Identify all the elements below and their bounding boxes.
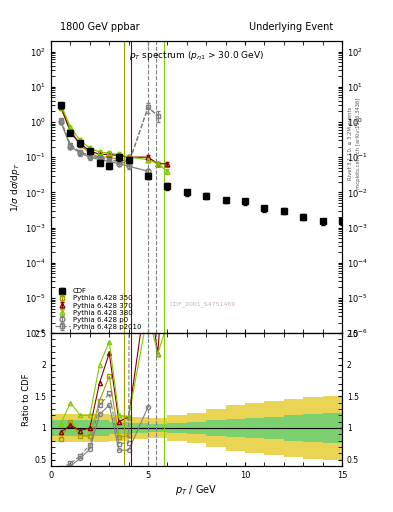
Text: Rivet 3.1.10, ≥ 3.2M events: Rivet 3.1.10, ≥ 3.2M events	[348, 106, 353, 180]
Text: Underlying Event: Underlying Event	[249, 22, 333, 32]
X-axis label: $p_T$ / GeV: $p_T$ / GeV	[175, 482, 218, 497]
Text: CDF_2001_S4751469: CDF_2001_S4751469	[169, 301, 235, 307]
Y-axis label: 1/$\sigma$ d$\sigma$/d$p_T$: 1/$\sigma$ d$\sigma$/d$p_T$	[9, 162, 22, 212]
Text: 1800 GeV ppbar: 1800 GeV ppbar	[60, 22, 140, 32]
Text: mcplots.cern.ch [arXiv:1306.3436]: mcplots.cern.ch [arXiv:1306.3436]	[356, 98, 361, 189]
Legend: CDF, Pythia 6.428 350, Pythia 6.428 370, Pythia 6.428 380, Pythia 6.428 p0, Pyth: CDF, Pythia 6.428 350, Pythia 6.428 370,…	[53, 287, 143, 331]
Y-axis label: Ratio to CDF: Ratio to CDF	[22, 373, 31, 426]
Text: $p_T$ spectrum ($p_{\eta 1}$ > 30.0 GeV): $p_T$ spectrum ($p_{\eta 1}$ > 30.0 GeV)	[129, 50, 264, 63]
